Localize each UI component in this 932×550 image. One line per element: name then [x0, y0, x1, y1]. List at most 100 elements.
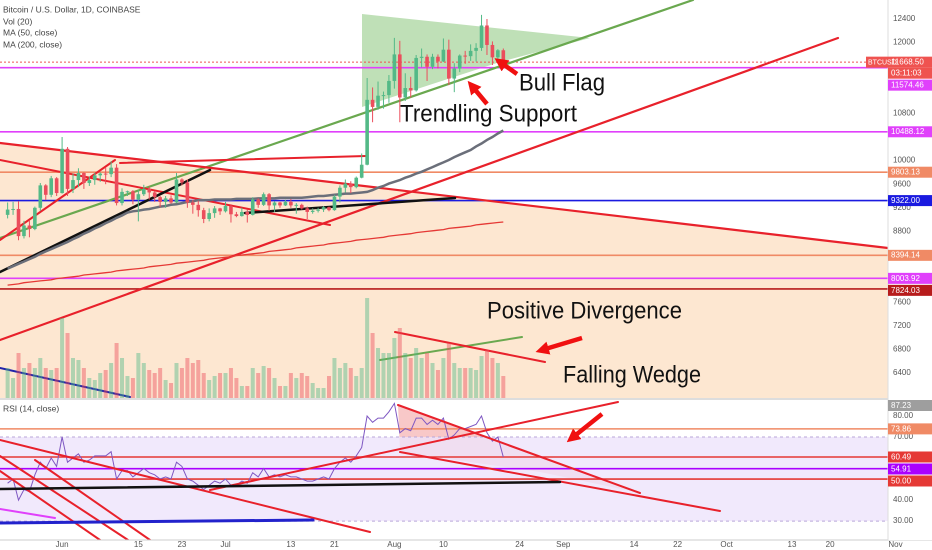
candle-body [327, 207, 331, 211]
volume-bar [376, 348, 381, 398]
rsi-label: 60.49 [891, 452, 912, 461]
candle-body [5, 209, 10, 215]
candle-body [447, 49, 451, 79]
volume-bar [196, 360, 201, 398]
y-tick-label: 9200 [893, 203, 911, 212]
candle-body [305, 208, 310, 212]
candle-body [158, 197, 162, 202]
x-tick-label: 13 [788, 540, 797, 549]
volume-bar [332, 358, 337, 398]
volume-bar [435, 370, 440, 398]
volume-bar [397, 328, 402, 398]
volume-bar [60, 318, 65, 398]
candle-body [87, 180, 92, 184]
volume-bar [103, 370, 108, 398]
candle-body [22, 225, 26, 237]
volume-bar [272, 378, 277, 398]
price-label-box [888, 126, 932, 138]
candle-body [321, 207, 326, 210]
x-tick-label: Sep [556, 540, 571, 549]
volume-bar [239, 386, 244, 398]
volume-bar [446, 343, 451, 398]
candle-body [256, 199, 260, 205]
price-label: 8003.92 [891, 274, 920, 283]
volume-bar [147, 370, 152, 398]
axes: 12400 12000 10800 10000 9600 9200 8800 7600 7200… [56, 14, 932, 549]
volume-bar [109, 363, 114, 398]
rsi-label-box [888, 400, 932, 411]
candle-body [283, 201, 288, 206]
x-tick-label: 20 [826, 540, 835, 549]
rsi-label: 54.91 [891, 464, 912, 473]
candle-body [272, 202, 277, 206]
candle-body [316, 209, 320, 211]
volume-bar [5, 368, 10, 398]
candle-body [98, 173, 103, 176]
x-tick-label: 24 [515, 540, 524, 549]
volume-bar [190, 363, 195, 398]
candle-body [310, 210, 315, 212]
x-tick-label: 22 [673, 540, 682, 549]
rsi-label-box [888, 475, 932, 487]
rsi-drawings [0, 405, 888, 522]
y-tick-label: 70.00 [893, 432, 914, 441]
candle-body [114, 167, 119, 204]
candle-body [452, 68, 457, 79]
price-label-box [888, 284, 932, 296]
volume-bar [158, 368, 163, 398]
candle-body [398, 54, 402, 98]
volume-bar [343, 363, 348, 398]
price-label: 8394.14 [891, 251, 920, 260]
candle-body [245, 211, 250, 215]
x-tick-label: Jul [220, 540, 230, 549]
volume-bar [310, 383, 315, 398]
trend-line [0, 470, 101, 540]
volume-bar [267, 368, 272, 398]
candle-body [430, 56, 435, 67]
candle-body [180, 179, 184, 183]
rsi-trend-lines [0, 401, 721, 540]
candle-body [49, 178, 54, 195]
volume-bar [479, 356, 484, 398]
candle-body [33, 207, 37, 230]
candle-body [174, 179, 179, 203]
candle-body [408, 88, 413, 91]
y-tick-label: 40.00 [893, 495, 914, 504]
trend-line [0, 367, 131, 398]
candle-body [16, 208, 21, 237]
candle-body [419, 56, 424, 58]
countdown: 03:11:03 [891, 69, 922, 78]
volume-bar [27, 363, 32, 398]
annotation: Trendling Support [400, 100, 577, 127]
legend-entry: MA (50, close) [3, 27, 57, 37]
volume-bar [452, 363, 457, 398]
volume-bar [152, 373, 157, 398]
candle-body [332, 196, 337, 211]
volume-bar [245, 386, 250, 398]
volume-bar [354, 376, 359, 398]
x-tick-label: Nov [888, 540, 902, 549]
candle-body [120, 191, 124, 204]
candle-body [468, 50, 473, 57]
trend-line [119, 155, 367, 164]
x-tick-label: Oct [720, 540, 733, 549]
arrow [494, 58, 519, 76]
candle-body [343, 183, 348, 188]
candle-body [457, 55, 462, 69]
trend-line [243, 196, 457, 215]
rsi-label-box [888, 451, 932, 463]
candle-body [125, 191, 130, 193]
price-label-box [888, 79, 932, 91]
candle-body [299, 204, 304, 209]
candle-body [212, 208, 217, 214]
candle-body [338, 187, 342, 197]
volume-bar [228, 368, 233, 398]
x-tick-label: 14 [630, 540, 639, 549]
volume-bar [348, 368, 353, 398]
candle-body [365, 99, 369, 165]
volume-bar [163, 380, 168, 398]
candle-body [76, 172, 81, 181]
arrow [467, 80, 489, 106]
volume-bar [337, 368, 342, 398]
x-tick-label: Jun [56, 540, 69, 549]
